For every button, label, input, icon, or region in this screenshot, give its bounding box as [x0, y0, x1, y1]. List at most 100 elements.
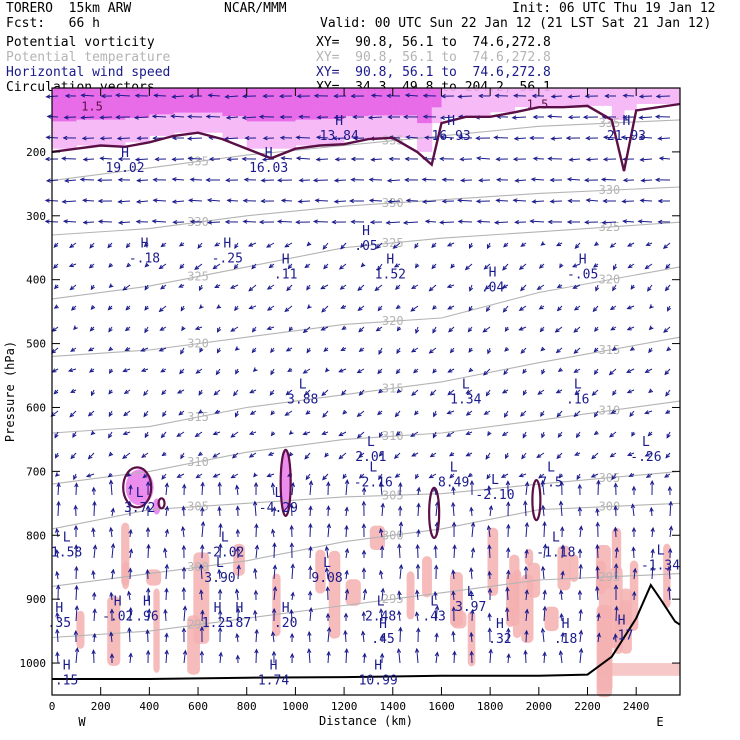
wind-vector-head: [331, 219, 337, 225]
wind-vector-head: [632, 567, 638, 573]
wind-vector-head: [289, 652, 295, 658]
wind-vector: [537, 284, 545, 290]
wind-vector-head: [151, 219, 157, 224]
wind-vector-head: [352, 136, 358, 141]
wind-vector-head: [448, 327, 453, 333]
wind-vector-head: [268, 263, 274, 269]
wind-vector: [560, 613, 563, 622]
wind-vector: [377, 263, 383, 271]
wind-vector-head: [584, 220, 590, 225]
wind-vector-head: [151, 114, 157, 119]
pv-fill-strong: [52, 88, 77, 122]
wind-vector: [525, 482, 528, 496]
wind-vector-head: [324, 367, 330, 373]
wind-vector-head: [182, 605, 188, 611]
wind-vector: [309, 523, 312, 538]
wind-vector: [208, 221, 221, 224]
wind-vector-head: [358, 347, 364, 352]
wind-vector-head: [234, 346, 240, 351]
wind-vector: [52, 326, 59, 332]
y-tick-label: 800: [26, 529, 46, 542]
wind-vector: [309, 546, 312, 559]
wind-vector-head: [73, 325, 78, 331]
wind-vector-head: [135, 199, 141, 204]
wind-vector: [560, 590, 563, 601]
low-pv-streak: [406, 571, 415, 620]
wind-vector-head: [665, 264, 670, 270]
wind-vector-head: [352, 114, 358, 120]
x-tick-label: 0: [49, 700, 56, 713]
wind-vector: [375, 284, 383, 291]
wind-vector: [129, 607, 132, 622]
wind-vector-head: [73, 629, 79, 635]
wind-vector: [591, 452, 599, 459]
wind-vector: [339, 431, 347, 437]
field-theta-label: Potential temperature: [6, 50, 171, 65]
wind-vector: [387, 179, 401, 182]
wind-vector-head: [136, 178, 142, 183]
wind-vector: [219, 544, 222, 559]
wind-vector-head: [356, 369, 362, 374]
wind-vector: [134, 116, 149, 119]
wind-vector: [322, 410, 329, 418]
wind-vector: [626, 368, 635, 373]
wind-vector-head: [333, 178, 339, 183]
wind-vector-head: [70, 388, 76, 393]
wind-vector: [647, 284, 653, 292]
wind-vector: [254, 568, 257, 580]
x-tick-label: 1200: [331, 700, 358, 713]
wind-vector: [62, 157, 77, 160]
isentrope-label: 335: [599, 116, 621, 130]
wind-vector-head: [260, 178, 266, 183]
wind-vector: [641, 179, 653, 182]
wind-vector-head: [627, 242, 633, 247]
wind-vector-head: [284, 307, 290, 313]
wind-vector-head: [378, 569, 384, 575]
wind-vector-head: [158, 264, 164, 270]
wind-vector-head: [216, 304, 222, 309]
wind-vector-head: [577, 506, 583, 512]
wind-vector-head: [578, 629, 584, 635]
wind-vector: [201, 521, 204, 538]
wind-vector-head: [308, 522, 313, 528]
wind-vector: [556, 347, 563, 353]
wind-vector-head: [398, 521, 404, 527]
wind-vector-head: [573, 368, 579, 373]
wind-vector: [255, 649, 258, 664]
pv-contour-closed: [428, 486, 441, 540]
wind-vector-head: [91, 486, 97, 492]
wind-vector: [484, 263, 491, 270]
isentrope-label: 305: [187, 500, 209, 514]
wind-vector-head: [45, 94, 51, 99]
wind-vector: [520, 410, 527, 417]
wind-vector: [531, 178, 545, 181]
wind-vector-head: [261, 157, 267, 162]
wind-vector-head: [639, 198, 645, 203]
wind-vector-head: [590, 473, 596, 478]
y-tick-label: 600: [26, 401, 46, 414]
wind-vector: [669, 501, 672, 517]
x-tick-label: 400: [139, 700, 159, 713]
wind-vector-head: [470, 608, 475, 614]
wind-vector-head: [657, 198, 663, 204]
wind-vector-head: [595, 585, 600, 591]
wind-vector: [83, 221, 95, 224]
wind-vector-head: [162, 412, 167, 418]
wind-vector-head: [609, 243, 615, 248]
wind-vector-head: [234, 588, 240, 594]
wind-vector: [237, 565, 240, 580]
pv-fill-blob: [125, 469, 154, 506]
wind-vector: [165, 506, 168, 517]
wind-vector-head: [478, 178, 484, 183]
wind-vector-head: [117, 177, 123, 183]
wind-vector-head: [556, 306, 562, 312]
wind-vector-head: [416, 627, 421, 633]
wind-vector: [47, 115, 59, 118]
wind-vector-head: [524, 481, 530, 487]
wind-vector-head: [559, 612, 564, 618]
wind-vector: [525, 630, 528, 643]
wind-vector-head: [487, 627, 492, 633]
wind-vector-head: [360, 262, 366, 268]
wind-vector-head: [54, 472, 60, 477]
wind-vector-head: [207, 220, 213, 225]
